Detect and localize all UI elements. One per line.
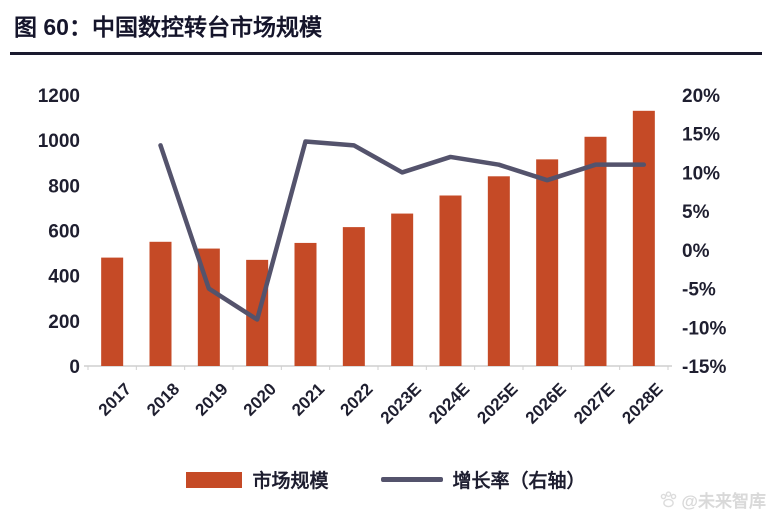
legend-label-growth-rate: 增长率（右轴） [452,471,586,492]
legend-label-market-size: 市场规模 [252,471,329,492]
bar-2024E [439,195,462,366]
x-tick-label-2018: 2018 [143,379,183,419]
market-size-combo-chart: 1200 1000 800 600 400 200 0 20% 15% 10% 5% 0% -5% -10… [38,86,727,428]
left-axis-tick-label: 400 [48,267,80,288]
left-axis-tick-label: 200 [48,312,80,333]
x-tick-label-2028E: 2028E [618,379,666,427]
bar-series-swatch [186,471,243,488]
left-axis-tick-label: 800 [48,176,80,197]
right-axis-tick-label: 15% [682,125,720,146]
x-tick-label-2027E: 2027E [570,379,618,427]
paw-icon [661,491,677,508]
growth-rate-line [158,139,647,322]
legend-item-growth-rate: 增长率（右轴） [380,466,586,493]
bar-2023E [391,213,414,366]
bar-2021 [294,242,317,366]
right-axis-tick-label: 5% [682,202,710,223]
x-tick-label-2024E: 2024E [425,379,473,427]
x-tick-label-2025E: 2025E [473,379,521,427]
right-axis-tick-label: -5% [682,280,716,301]
bar-2025E [487,176,510,366]
bar-2027E [584,136,607,366]
right-axis-tick-label: 10% [682,163,720,184]
x-tick-label-2017: 2017 [95,379,135,419]
left-axis-tick-label: 1000 [38,131,80,152]
legend: 市场规模 增长率（右轴） [0,466,772,493]
x-tick-label-2020: 2020 [240,379,280,419]
legend-item-market-size: 市场规模 [186,466,329,493]
figure-title: 图 60：中国数控转台市场规模 [14,14,322,40]
bar-2018 [149,241,172,366]
left-axis-tick-label: 600 [48,222,80,243]
watermark: @未来智库 [659,487,766,512]
x-tick-label-2019: 2019 [191,379,231,419]
title-divider [10,52,762,55]
x-tick-label-2023E: 2023E [377,379,425,427]
bar-2017 [101,257,124,366]
right-axis-tick-label: 0% [682,241,710,262]
watermark-text: @未来智库 [681,492,766,511]
line-series-swatch [380,477,443,482]
right-axis-tick-label: 20% [682,86,720,107]
right-axis-tick-label: -10% [682,318,726,339]
bar-2022 [342,227,365,366]
x-tick-label-2021: 2021 [288,379,328,419]
bar-2028E [632,110,655,366]
x-tick-label-2026E: 2026E [522,379,570,427]
right-axis-tick-label: -15% [682,357,726,378]
x-tick-label-2022: 2022 [336,379,376,419]
bar-2026E [536,159,559,366]
left-axis-tick-label: 0 [69,357,80,378]
left-axis-tick-label: 1200 [38,86,80,107]
